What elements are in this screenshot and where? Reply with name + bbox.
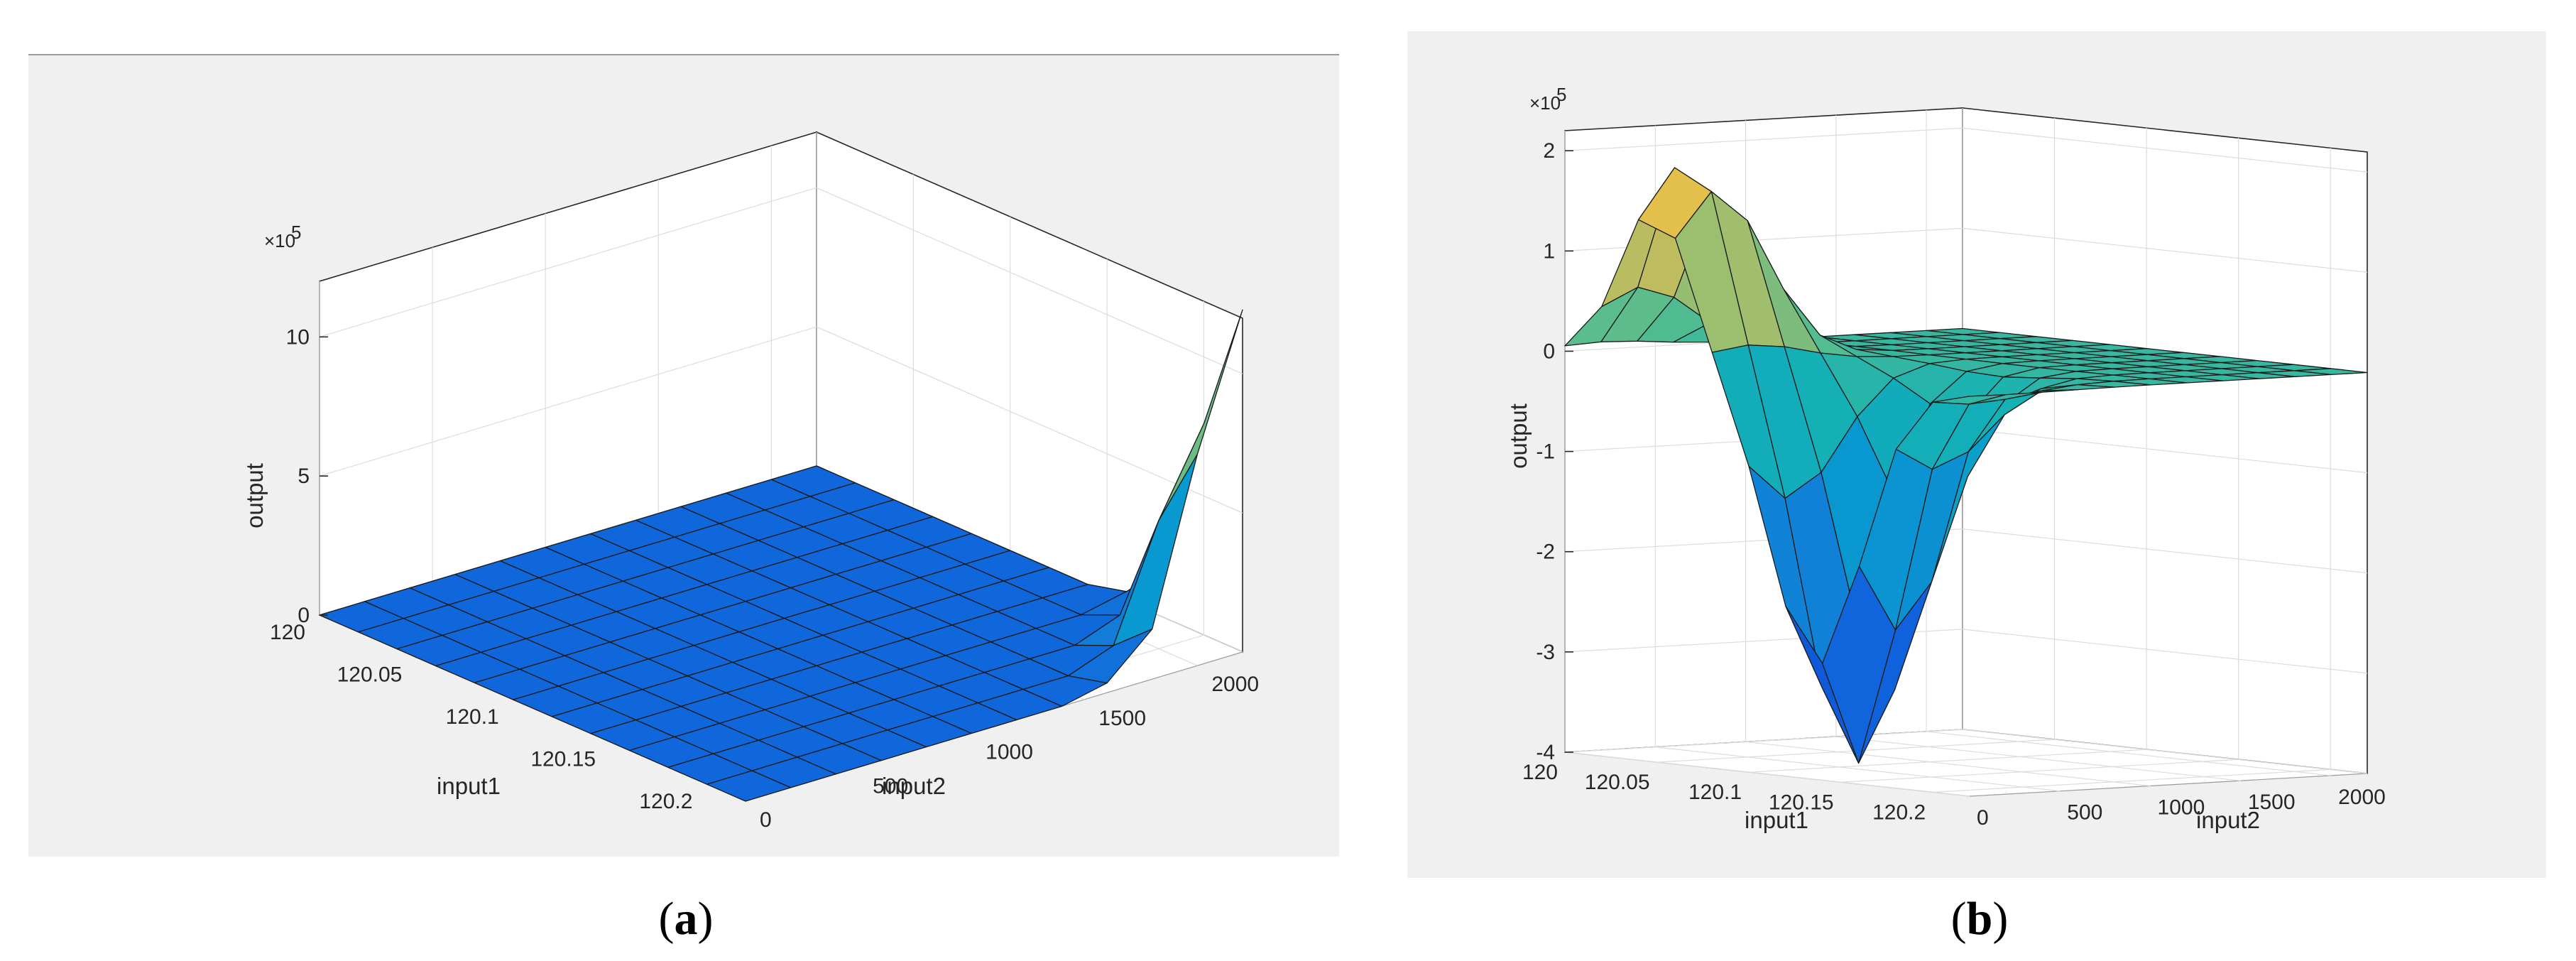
x-tick-label: 120.1 — [1688, 781, 1742, 804]
x-axis-label: input1 — [1745, 807, 1808, 833]
caption-b: (b) — [1950, 893, 2009, 945]
grid-line — [816, 187, 1243, 374]
x-tick-label: 120.15 — [530, 748, 596, 771]
grid-line — [319, 326, 817, 477]
caption-a: (a) — [658, 893, 714, 945]
x-tick-label: 120.15 — [1769, 791, 1834, 814]
y-tick-label: 2000 — [2338, 786, 2386, 809]
grid-line — [1962, 227, 2368, 273]
y-tick-label: 1000 — [986, 741, 1033, 764]
axes: 0 5 10 120 120.05 120.1 120.15 120.2 0 500 1000 150… — [241, 222, 1259, 832]
y-tick-label: 1500 — [2248, 791, 2296, 814]
grid-line — [1962, 127, 2368, 173]
y-tick-label: 500 — [2067, 801, 2102, 825]
x-tick-label: 120.05 — [337, 663, 403, 687]
chart-panel-b: -4 -3 -2 -1 0 1 2 120 120.05 120.1 120.15 120.2 0 500… — [1407, 31, 2546, 878]
z-axis-label: output — [241, 463, 268, 528]
x-tick-label: 120.2 — [639, 790, 692, 813]
chart-panel-a: 0 5 10 120 120.05 120.1 120.15 120.2 0 500 1000 150… — [28, 54, 1339, 857]
grid-line — [1835, 736, 2241, 781]
x-tick-label: 120.1 — [446, 705, 499, 729]
z-exponent-label: ×10 — [264, 230, 295, 251]
surface-plot-b: -4 -3 -2 -1 0 1 2 120 120.05 120.1 120.15 120.2 0 500… — [1505, 84, 2386, 833]
x-axis-label: input1 — [437, 773, 501, 799]
z-exponent-label: ×10 — [1529, 92, 1561, 114]
z-tick-label: 0 — [1543, 340, 1555, 363]
y-tick-label: 2000 — [1211, 673, 1259, 696]
z-tick-label: -2 — [1536, 541, 1555, 564]
grid-line — [1564, 729, 1963, 753]
z-axis-label: output — [1505, 403, 1532, 469]
z-tick-label: 2 — [1543, 139, 1555, 163]
surface — [1564, 167, 2368, 764]
z-tick-label: 0 — [298, 604, 310, 627]
grid-line — [1933, 769, 2331, 793]
grid-line — [1962, 428, 2368, 474]
x-tick-label: 120 — [270, 621, 305, 644]
axes: -4 -3 -2 -1 0 1 2 120 120.05 120.1 120.15 120.2 0 500… — [1505, 84, 2386, 833]
z-tick-label: 1 — [1543, 239, 1555, 263]
x-tick-label: 120 — [1522, 761, 1558, 784]
grid-line — [1962, 729, 2368, 774]
grid-line — [1564, 127, 1963, 151]
y-tick-label: 1500 — [1098, 707, 1146, 730]
z-exponent-power: 5 — [291, 222, 301, 243]
y-tick-label: 1000 — [2158, 796, 2205, 819]
y-axis-label: input2 — [2196, 807, 2260, 833]
grid-line — [1749, 749, 2147, 773]
grid-line — [1962, 528, 2368, 574]
y-tick-label: 0 — [1977, 806, 1989, 830]
grid-line — [1926, 731, 2332, 776]
x-tick-label: 120.05 — [1585, 771, 1650, 794]
grid-line — [1655, 746, 2061, 792]
z-tick-label: 10 — [286, 325, 310, 349]
surface-patch — [706, 770, 792, 802]
grid-line — [816, 326, 1243, 514]
surface-plot-a: 0 5 10 120 120.05 120.1 120.15 120.2 0 500 1000 150… — [241, 131, 1259, 832]
grid-line — [319, 187, 817, 337]
surface — [319, 309, 1243, 802]
surface-patch — [1932, 393, 2007, 405]
grid-line — [1745, 741, 2151, 787]
z-exponent-power: 5 — [1556, 84, 1566, 105]
z-tick-label: -1 — [1536, 440, 1555, 464]
y-tick-label: 500 — [873, 774, 908, 798]
y-axis-label: input2 — [882, 773, 946, 799]
x-tick-label: 120.2 — [1872, 800, 1926, 824]
y-tick-label: 0 — [760, 808, 772, 832]
z-tick-label: 5 — [298, 465, 310, 488]
z-tick-label: -4 — [1536, 741, 1555, 764]
grid-line — [1564, 751, 1970, 797]
back-wall — [1962, 107, 2368, 774]
z-tick-label: -3 — [1536, 641, 1555, 664]
grid-line — [1962, 629, 2368, 674]
grid-line — [1840, 759, 2239, 783]
